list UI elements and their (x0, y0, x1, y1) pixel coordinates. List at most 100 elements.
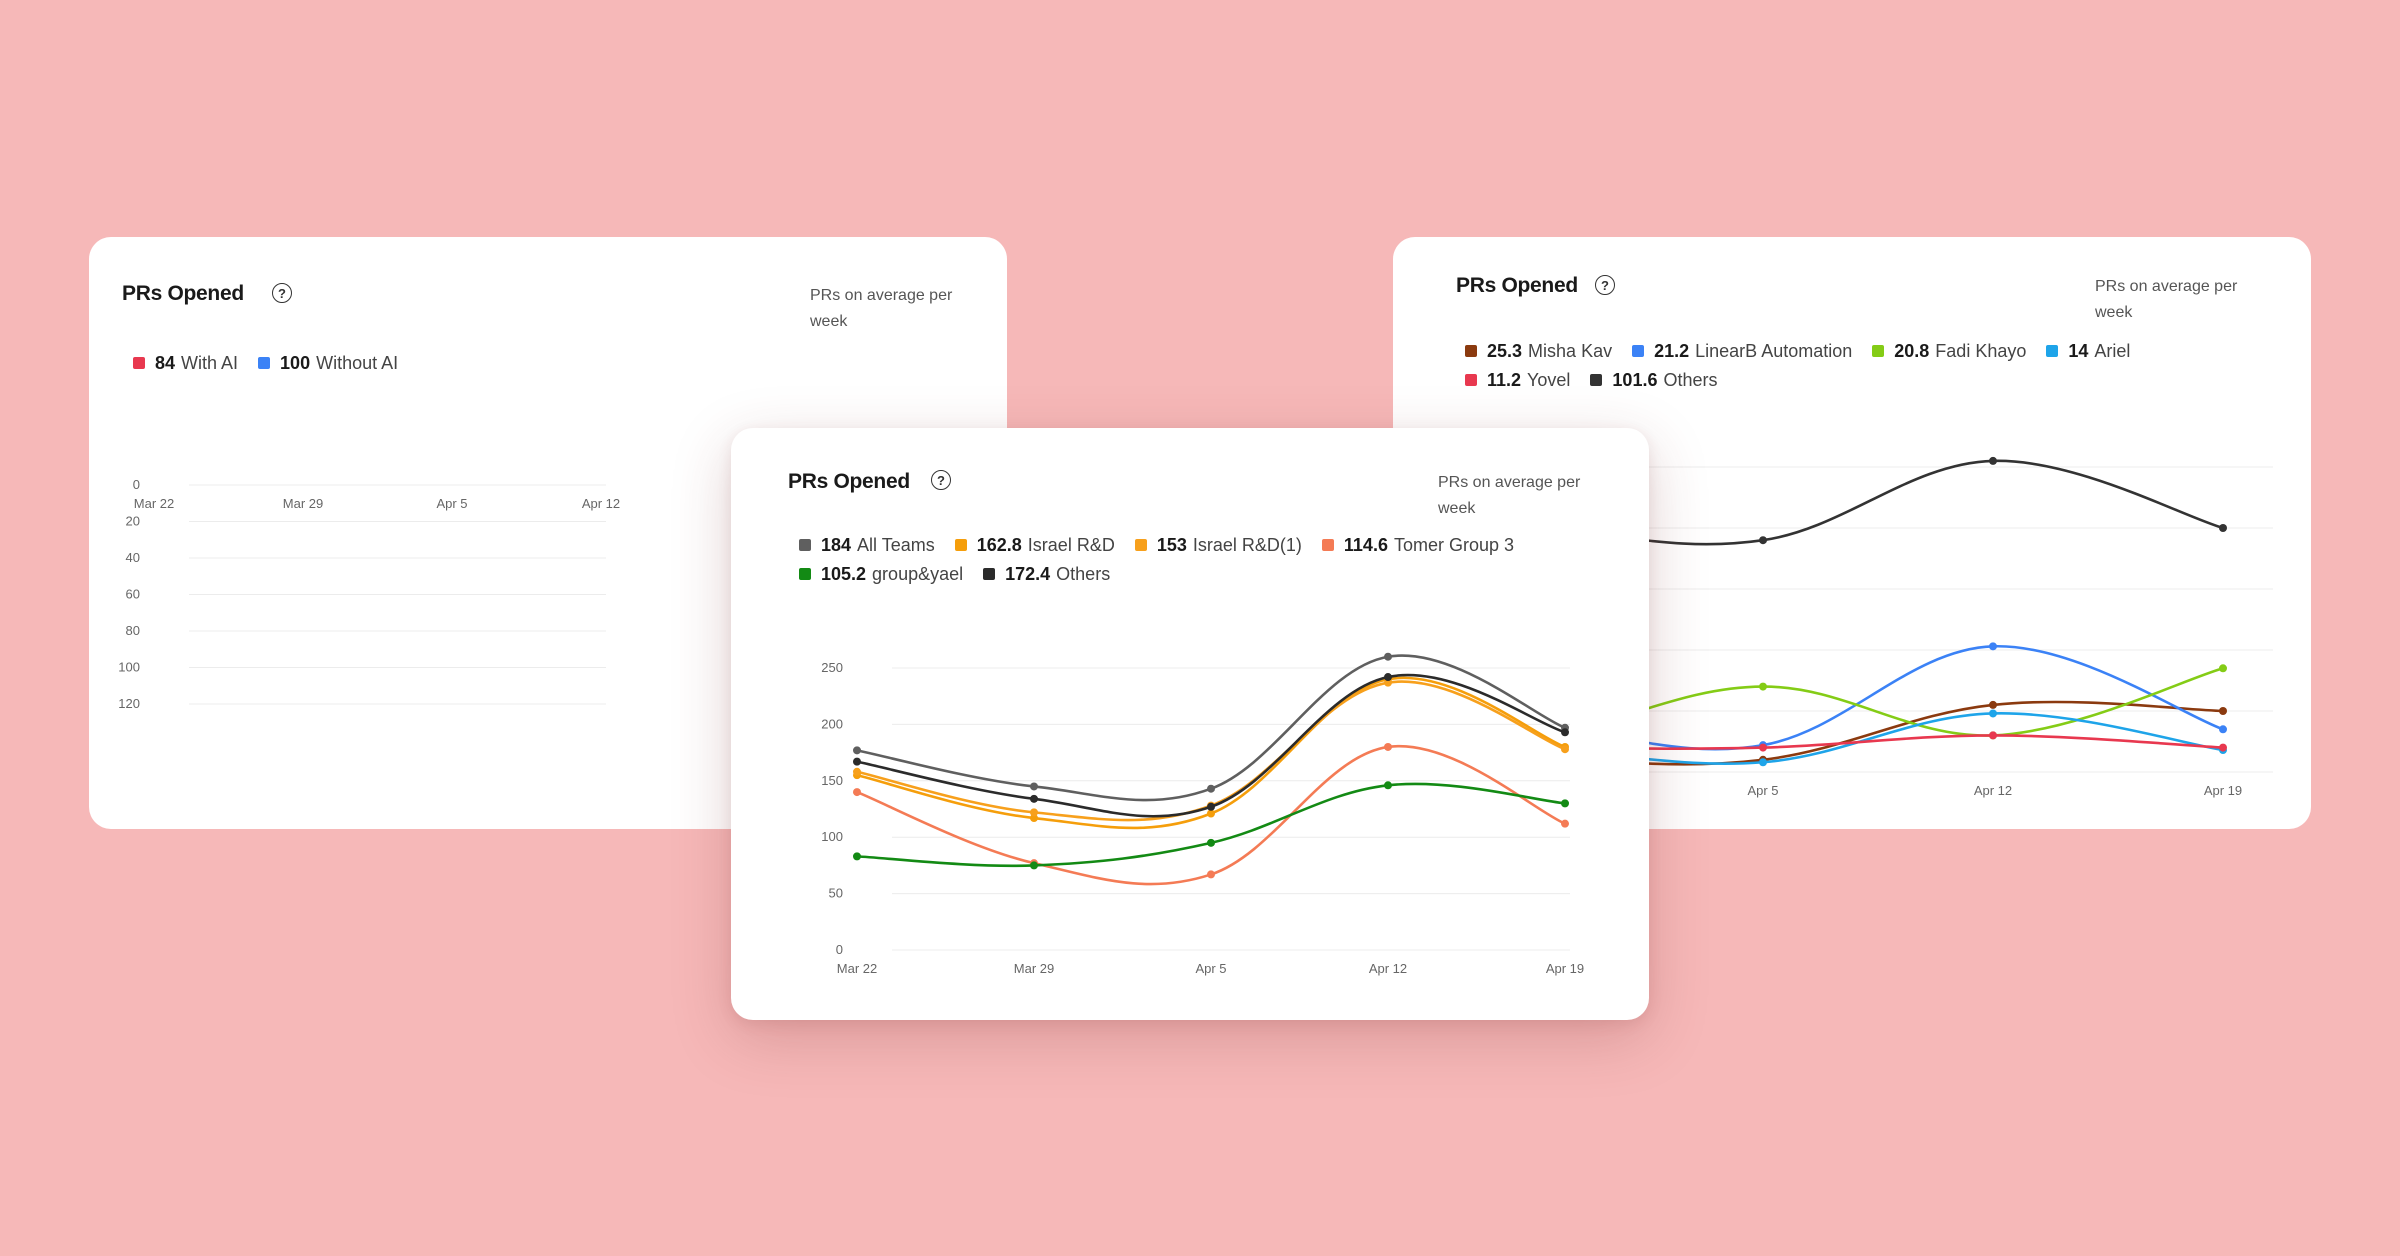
question-circle-icon[interactable]: ? (931, 470, 951, 490)
legend-item[interactable]: 105.2 group&yael (799, 560, 963, 589)
series-israel-r-d-1- (853, 678, 1569, 822)
series-without-ai (150, 627, 605, 726)
y-tick-label: 150 (821, 773, 843, 788)
question-circle-icon[interactable]: ? (272, 283, 292, 303)
legend-label: Tomer Group 3 (1393, 535, 1515, 555)
legend-item[interactable]: 84 With AI (133, 349, 238, 378)
legend-swatch (1872, 345, 1885, 357)
x-tick-label: Mar 29 (283, 496, 323, 511)
y-tick-label: 80 (126, 623, 140, 638)
legend-item[interactable]: 21.2 LinearB Automation (1632, 337, 1852, 366)
card-subtitle: PRs on average per week (2095, 278, 2238, 321)
legend-value: 14 (2068, 341, 2089, 361)
y-tick-label: 20 (126, 514, 140, 529)
legend-item[interactable]: 184 All Teams (799, 531, 935, 560)
y-tick-label: 0 (836, 942, 843, 957)
legend-label: LinearB Automation (1695, 341, 1853, 361)
legend-value: 105.2 (821, 564, 867, 584)
legend-swatch (954, 539, 967, 551)
legend-swatch (1465, 374, 1477, 386)
legend-item[interactable]: 100 Without AI (258, 349, 398, 378)
data-point (1561, 728, 1569, 737)
x-tick-label: Apr 12 (1974, 783, 2012, 798)
data-point (853, 757, 861, 766)
data-point (1030, 782, 1038, 791)
legend-item[interactable]: 153 Israel R&D(1) (1134, 531, 1302, 560)
data-point (1207, 838, 1215, 847)
legend-item[interactable]: 114.6 Tomer Group 3 (1321, 531, 1515, 560)
legend-item[interactable]: 20.8 Fadi Khayo (1872, 337, 2026, 366)
legend-swatch (799, 568, 811, 580)
data-point (448, 653, 456, 661)
data-point (2219, 707, 2227, 715)
series-all-teams (853, 652, 1569, 802)
question-circle-icon[interactable]: ? (1595, 275, 1615, 295)
data-point (1030, 814, 1038, 823)
data-point (1989, 709, 1997, 718)
series-others (853, 673, 1569, 818)
legend-label: Yovel (1527, 370, 1571, 390)
series-line (855, 676, 1567, 830)
legend-swatch (799, 539, 811, 551)
card-title: PRs Opened (1456, 274, 1578, 297)
legend-item[interactable]: 25.3 Misha Kav (1465, 337, 1612, 366)
legend-label: Misha Kav (1528, 341, 1613, 361)
y-tick-label: 120 (118, 696, 140, 711)
card-subtitle: PRs on average per week (810, 287, 953, 330)
legend-label: group&yael (872, 564, 964, 584)
data-point (1384, 673, 1392, 682)
legend-item[interactable]: 101.6 Others (1590, 366, 1718, 395)
legend-value: 25.3 (1487, 341, 1523, 361)
legend-swatch (133, 357, 145, 369)
legend-item[interactable]: 14 Ariel (2046, 337, 2130, 366)
legend-value: 114.6 (1343, 535, 1388, 555)
data-point (1989, 700, 1997, 709)
data-point (1759, 536, 1767, 545)
legend-label: Fadi Khayo (1935, 341, 2027, 361)
legend-value: 84 (155, 353, 176, 373)
data-point (2219, 743, 2227, 752)
legend-item[interactable]: 11.2 Yovel (1465, 366, 1570, 395)
series-with-ai (150, 558, 605, 744)
data-point (853, 852, 861, 861)
data-point (2219, 524, 2227, 532)
y-tick-label: 100 (118, 660, 140, 675)
chart-legend: 25.3 Misha Kav 21.2 LinearB Automation 20.8 F… (1465, 337, 2225, 395)
data-point (150, 627, 158, 635)
x-tick-label: Mar 22 (134, 496, 174, 511)
series-line (855, 744, 1567, 886)
legend-label: With AI (181, 353, 239, 373)
card-title: PRs Opened (122, 282, 244, 305)
data-point (1759, 682, 1767, 691)
legend-label: Israel R&D(1) (1192, 535, 1302, 555)
legend-swatch (1590, 374, 1603, 386)
legend-swatch (983, 568, 996, 580)
legend-item[interactable]: 172.4 Others (983, 560, 1110, 589)
series-line (154, 558, 601, 740)
data-point (1989, 456, 1997, 465)
series-line (855, 680, 1567, 822)
x-tick-label: Apr 5 (436, 496, 467, 511)
data-point (2219, 725, 2227, 734)
y-tick-label: 60 (126, 587, 140, 602)
x-tick-label: Apr 5 (1747, 783, 1778, 798)
legend-value: 101.6 (1612, 370, 1658, 390)
legend-value: 184 (821, 535, 852, 555)
series-tomer-group-3 (853, 742, 1569, 886)
y-tick-label: 0 (133, 477, 140, 492)
data-point (1030, 861, 1038, 870)
legend-label: Others (1056, 564, 1111, 584)
chart-legend: 84 With AI 100 Without AI (133, 349, 893, 378)
legend-swatch (1632, 345, 1645, 357)
legend-item[interactable]: 162.8 Israel R&D (954, 531, 1115, 560)
x-tick-label: Apr 5 (1195, 961, 1226, 976)
data-point (853, 746, 861, 755)
legend-label: Without AI (316, 353, 399, 373)
data-point (1759, 758, 1767, 767)
y-tick-label: 100 (821, 829, 843, 844)
data-point (1207, 784, 1215, 793)
series-line (855, 654, 1567, 802)
data-point (597, 737, 605, 745)
data-point (1989, 642, 1997, 651)
data-point (1207, 809, 1215, 818)
